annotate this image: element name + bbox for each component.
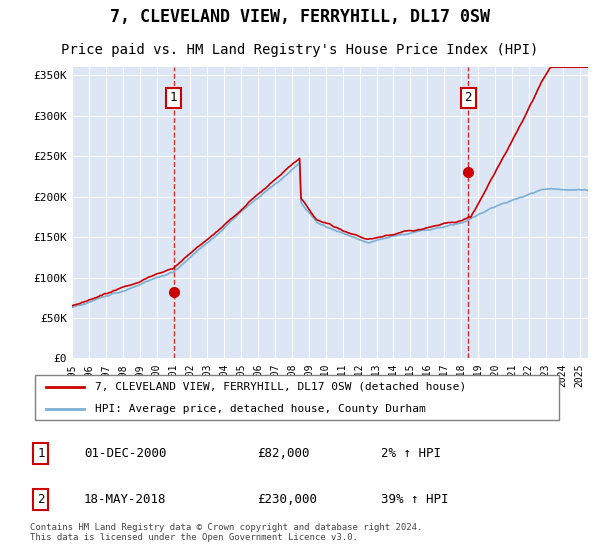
Text: 1: 1	[170, 91, 177, 104]
Text: 2: 2	[37, 493, 44, 506]
Text: 7, CLEVELAND VIEW, FERRYHILL, DL17 0SW: 7, CLEVELAND VIEW, FERRYHILL, DL17 0SW	[110, 8, 490, 26]
Text: Contains HM Land Registry data © Crown copyright and database right 2024.
This d: Contains HM Land Registry data © Crown c…	[30, 523, 422, 542]
Text: 2: 2	[464, 91, 472, 104]
Text: £82,000: £82,000	[257, 447, 310, 460]
Text: 39% ↑ HPI: 39% ↑ HPI	[381, 493, 449, 506]
Text: £230,000: £230,000	[257, 493, 317, 506]
Text: Price paid vs. HM Land Registry's House Price Index (HPI): Price paid vs. HM Land Registry's House …	[61, 44, 539, 58]
Text: 18-MAY-2018: 18-MAY-2018	[84, 493, 167, 506]
Text: 2% ↑ HPI: 2% ↑ HPI	[381, 447, 441, 460]
Text: HPI: Average price, detached house, County Durham: HPI: Average price, detached house, Coun…	[95, 404, 425, 414]
FancyBboxPatch shape	[35, 375, 559, 420]
Text: 7, CLEVELAND VIEW, FERRYHILL, DL17 0SW (detached house): 7, CLEVELAND VIEW, FERRYHILL, DL17 0SW (…	[95, 381, 466, 391]
Text: 1: 1	[37, 447, 44, 460]
Text: 01-DEC-2000: 01-DEC-2000	[84, 447, 167, 460]
